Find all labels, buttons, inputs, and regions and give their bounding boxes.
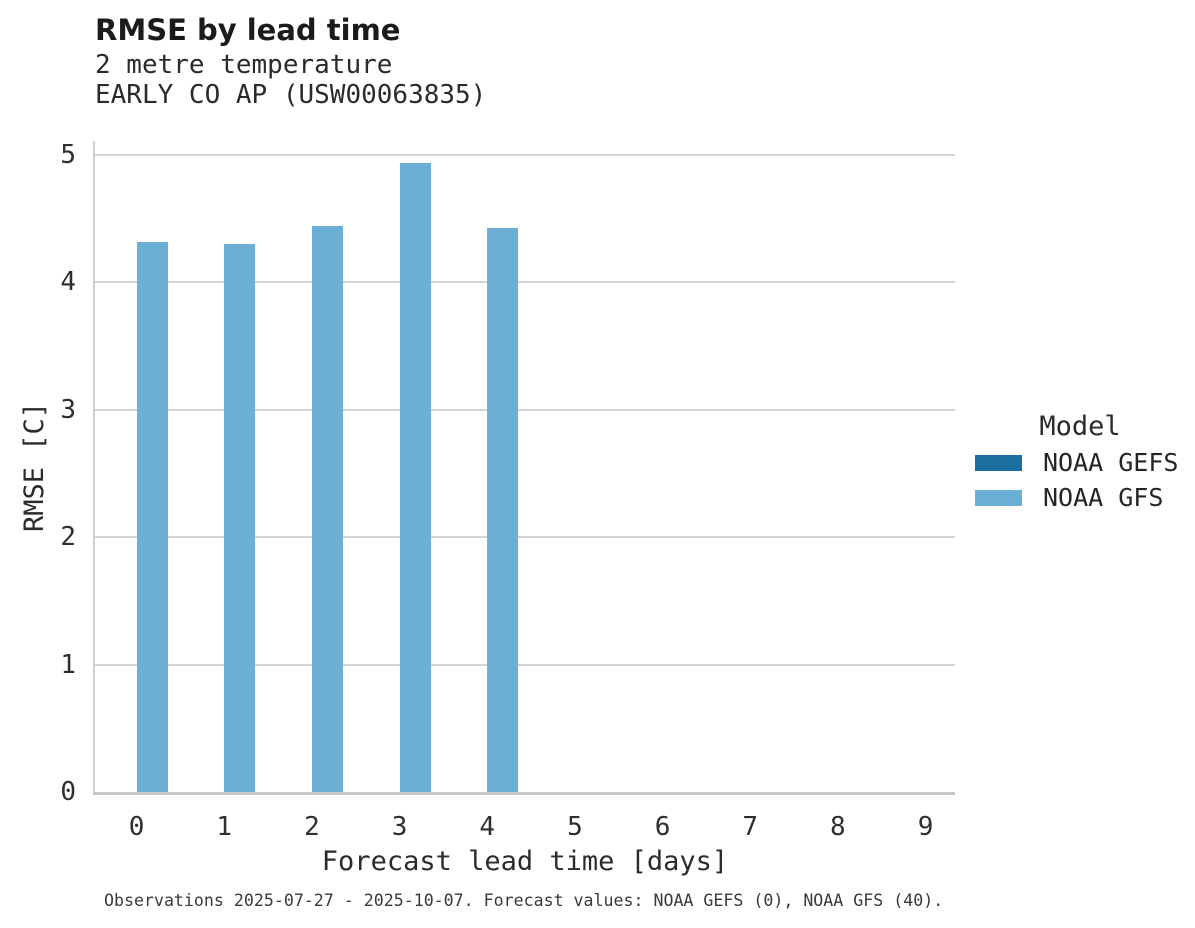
legend-swatch (975, 455, 1022, 471)
plot-area: 0 1 2 3 4 5 (60, 141, 955, 805)
y-tick-label-4: 4 (60, 267, 76, 297)
x-tick-label-1: 1 (216, 812, 233, 842)
legend-label: NOAA GEFS (1043, 448, 1179, 477)
y-axis-line (93, 141, 95, 794)
x-tick-label-2: 2 (304, 812, 320, 842)
legend-entry-noaa-gfs: NOAA GFS (975, 485, 1185, 511)
legend-label: NOAA GFS (1043, 483, 1164, 512)
gridline-y-5 (95, 153, 955, 156)
x-axis-line (93, 792, 955, 795)
x-tick-label-9: 9 (917, 812, 934, 842)
x-tick-label-3: 3 (391, 812, 408, 842)
chart-title: RMSE by lead time (95, 13, 401, 47)
y-tick-label-2: 2 (60, 522, 76, 552)
x-tick-label-8: 8 (830, 812, 846, 842)
y-tick-label-3: 3 (60, 394, 76, 425)
chart-subtitle-line1: 2 metre temperature (95, 50, 393, 80)
gridline-y-1 (95, 663, 955, 666)
legend-rows: NOAA GEFS NOAA GFS (975, 450, 1185, 511)
x-tick-label-5: 5 (567, 812, 583, 842)
legend-title: Model (1039, 411, 1121, 442)
y-axis-title: RMSE [C] (19, 401, 50, 533)
bar-noaa-gfs-lead-0 (136, 242, 168, 792)
bar-noaa-gfs-lead-1 (224, 243, 256, 792)
gridline-y-3 (95, 408, 955, 411)
x-tick-label-7: 7 (742, 812, 759, 842)
legend-entry-noaa-gefs: NOAA GEFS (975, 450, 1185, 476)
x-tick-label-0: 0 (128, 812, 145, 842)
x-tick-label-4: 4 (479, 812, 496, 842)
chart-subtitle-line2: EARLY CO AP (USW00063835) (95, 80, 487, 110)
caption: Observations 2025-07-27 - 2025-10-07. Fo… (104, 891, 944, 910)
x-tick-label-6: 6 (654, 812, 671, 842)
x-axis-title: Forecast lead time [days] (321, 846, 729, 877)
bar-noaa-gfs-lead-2 (311, 225, 343, 792)
y-tick-label-0: 0 (60, 777, 76, 807)
gridline-y-2 (95, 536, 955, 538)
y-tick-label-1: 1 (60, 649, 76, 680)
legend: Model NOAA GEFS NOAA GFS (975, 412, 1185, 520)
gridline-y-4 (95, 281, 955, 283)
bar-noaa-gfs-lead-4 (487, 228, 519, 792)
y-tick-label-5: 5 (60, 139, 76, 170)
bar-noaa-gfs-lead-3 (399, 163, 431, 792)
legend-swatch (975, 490, 1022, 506)
